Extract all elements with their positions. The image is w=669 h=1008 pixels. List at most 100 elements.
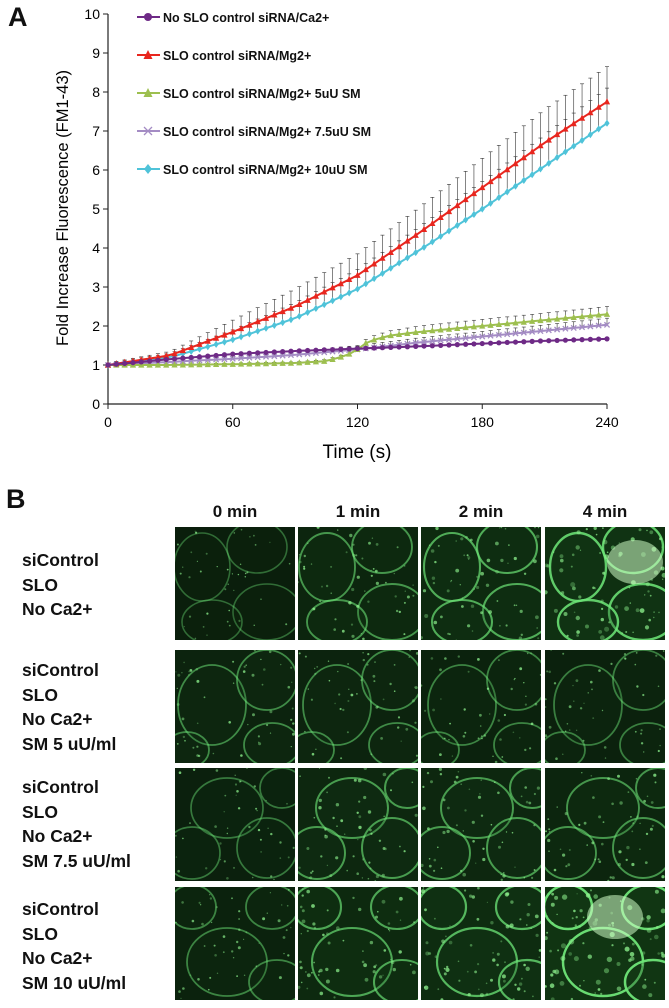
data-point [587, 131, 593, 139]
data-point [470, 189, 478, 197]
data-point [254, 360, 261, 367]
data-point [279, 359, 286, 366]
data-point [221, 338, 228, 346]
data-point [204, 356, 211, 364]
micrograph-r3-c1 [175, 768, 295, 881]
data-point [520, 318, 527, 325]
data-point [463, 216, 469, 224]
data-point [570, 119, 577, 127]
data-point [420, 225, 428, 233]
data-point [387, 248, 394, 256]
data-point [496, 340, 502, 346]
data-point [346, 289, 352, 297]
micrograph-r1-c2 [298, 527, 418, 640]
data-point [537, 328, 544, 335]
data-point [487, 177, 494, 185]
data-point [221, 360, 228, 367]
data-point [554, 315, 561, 322]
data-point [280, 318, 286, 327]
data-point [420, 338, 428, 346]
data-point [255, 327, 261, 335]
data-point [487, 332, 494, 339]
data-point [529, 317, 536, 324]
data-point [596, 336, 602, 342]
data-point [296, 300, 303, 308]
legend-entry-3: SLO control siRNA/Mg2+ 5uU SM [137, 87, 361, 101]
data-point [188, 343, 195, 351]
data-point [229, 328, 236, 335]
data-point [463, 341, 469, 347]
data-point [470, 334, 477, 341]
data-point [146, 358, 153, 364]
data-point [221, 331, 228, 338]
data-point [130, 360, 136, 366]
data-point [413, 343, 419, 350]
data-point [246, 354, 253, 361]
data-point [604, 336, 610, 342]
data-point [529, 148, 536, 155]
row-label-2: siControl SLO No Ca2+ SM 5 uU/ml [22, 660, 117, 754]
data-point [587, 323, 594, 330]
data-point [155, 357, 161, 363]
data-point [487, 340, 494, 346]
data-point [122, 360, 128, 367]
y-tick-label: 7 [92, 123, 100, 139]
data-point [445, 207, 453, 215]
data-point [595, 322, 602, 329]
data-point [404, 254, 410, 262]
data-point [579, 136, 585, 144]
legend-label: SLO control siRNA/Mg2+ 7.5uU SM [163, 125, 371, 139]
data-point [429, 343, 435, 349]
data-point [587, 336, 593, 342]
micrograph-r2-c4 [545, 650, 665, 763]
data-point [529, 338, 535, 344]
data-point [179, 346, 186, 354]
data-point [520, 154, 527, 161]
data-point [504, 188, 510, 196]
micrograph-r2-c2 [298, 650, 418, 763]
data-point [479, 322, 486, 329]
data-point [279, 307, 286, 315]
data-point [429, 219, 436, 227]
data-point [521, 176, 527, 184]
data-point [512, 339, 519, 345]
data-point [429, 238, 435, 246]
data-point [246, 321, 253, 328]
data-point [554, 130, 561, 138]
data-point [504, 320, 511, 327]
data-point [396, 344, 402, 350]
series-2 [104, 98, 611, 368]
data-point [171, 350, 178, 357]
y-tick-label: 4 [92, 240, 100, 256]
legend-entry-5: SLO control siRNA/Mg2+ 10uU SM [137, 163, 368, 177]
data-point [238, 333, 244, 341]
data-point [504, 339, 510, 346]
data-point [221, 356, 228, 363]
data-point [346, 275, 353, 283]
data-point [445, 325, 453, 332]
data-point [213, 334, 220, 341]
y-axis-label: Fold Increase Fluorescence (FM1-43) [54, 70, 72, 346]
data-point [596, 125, 602, 133]
data-point [388, 344, 394, 350]
series-lines [104, 98, 611, 369]
data-point [337, 353, 344, 360]
data-point [238, 355, 245, 362]
column-label-4min: 4 min [582, 502, 628, 521]
data-point [603, 98, 611, 105]
data-point [263, 349, 269, 356]
data-point [495, 171, 502, 179]
data-point [562, 314, 569, 321]
data-point [496, 193, 502, 202]
data-point [262, 314, 270, 321]
legend-label: SLO control siRNA/Mg2+ [163, 49, 311, 63]
data-point [354, 346, 361, 352]
data-point [471, 210, 477, 219]
panel-b-letter: B [6, 484, 26, 514]
data-point [338, 346, 344, 352]
data-point [312, 292, 320, 299]
data-point [271, 311, 278, 318]
data-point [337, 280, 344, 287]
data-point [196, 354, 203, 360]
data-point [363, 345, 369, 351]
